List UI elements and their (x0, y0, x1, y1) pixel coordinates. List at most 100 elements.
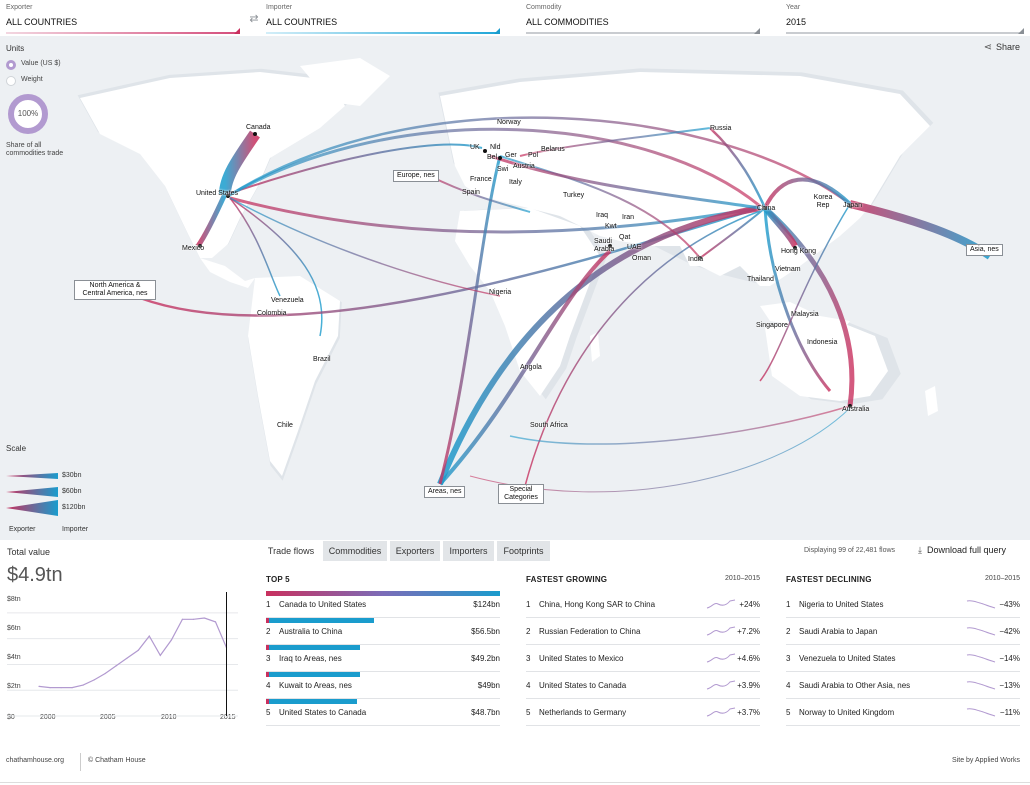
year-select[interactable]: Year 2015 (786, 4, 1024, 34)
exporter-select[interactable]: Exporter ALL COUNTRIES (6, 4, 240, 34)
label-oman[interactable]: Oman (632, 255, 652, 262)
list-row[interactable]: 4 Saudi Arabia to Other Asia, nes −13% (786, 672, 1020, 699)
label-brazil[interactable]: Brazil (313, 356, 331, 363)
units-weight-radio[interactable]: Weight (6, 75, 96, 87)
label-austria[interactable]: Austria (513, 163, 535, 170)
label-chile[interactable]: Chile (277, 422, 293, 429)
label-india[interactable]: India (688, 256, 704, 263)
label-korea-rep[interactable]: Korea Rep (813, 194, 833, 209)
label-mexico[interactable]: Mexico (182, 245, 205, 252)
label-russia[interactable]: Russia (710, 125, 732, 132)
list-row[interactable]: 4 Kuwait to Areas, nes $49bn (266, 672, 500, 699)
sparkline-icon (966, 681, 996, 690)
total-value-chart[interactable] (0, 540, 245, 745)
list-row[interactable]: 5 Netherlands to Germany +3.7% (526, 699, 760, 726)
importer-value[interactable]: ALL COUNTRIES (266, 17, 338, 27)
label-belarus[interactable]: Belarus (541, 146, 565, 153)
list-row[interactable]: 5 United States to Canada $48.7bn (266, 699, 500, 726)
list-row[interactable]: 2 Russian Federation to China +7.2% (526, 618, 760, 645)
label-saudi-arabia[interactable]: Saudi Arabia (594, 238, 615, 253)
label-spain[interactable]: Spain (462, 189, 480, 196)
list-row[interactable]: 2 Saudi Arabia to Japan −42% (786, 618, 1020, 645)
label-bel[interactable]: Bel (487, 154, 498, 161)
year-value[interactable]: 2015 (786, 17, 807, 27)
label-areas-nes[interactable]: Areas, nes (424, 486, 466, 498)
trade-flows[interactable] (139, 116, 993, 493)
label-qat[interactable]: Qat (619, 234, 631, 241)
commodity-dropdown-icon[interactable] (754, 28, 760, 34)
label-north-america-nes[interactable]: North America & Central America, nes (74, 280, 156, 300)
label-france[interactable]: France (470, 176, 492, 183)
exporter-value[interactable]: ALL COUNTRIES (6, 17, 78, 27)
label-indonesia[interactable]: Indonesia (807, 339, 838, 346)
label-canada[interactable]: Canada (246, 124, 271, 131)
label-pol[interactable]: Pol (528, 152, 539, 159)
list-row[interactable]: 5 Norway to United Kingdom −11% (786, 699, 1020, 726)
label-kwt[interactable]: Kwt (605, 223, 617, 230)
row-separator (526, 671, 760, 672)
tab-trade-flows[interactable]: Trade flows (262, 541, 320, 561)
label-angola[interactable]: Angola (520, 364, 542, 371)
radio-unselected-icon[interactable] (6, 76, 16, 86)
importer-dropdown-icon[interactable] (494, 28, 500, 34)
label-china[interactable]: China (757, 205, 776, 212)
radio-selected-icon[interactable] (6, 60, 16, 70)
y-tick-8tn: $8tn (7, 596, 21, 603)
row-value: $48.7bn (471, 708, 500, 717)
swap-icon[interactable]: ⇄ (249, 13, 259, 25)
tab-exporters[interactable]: Exporters (390, 541, 440, 561)
label-asia-nes[interactable]: Asia, nes (966, 244, 1003, 256)
label-swi[interactable]: Swi (497, 166, 509, 173)
label-norway[interactable]: Norway (497, 119, 521, 126)
label-vietnam[interactable]: Vietnam (775, 266, 801, 273)
top5-panel: TOP 5 1 Canada to United States $124bn 2 Aus… (266, 561, 500, 751)
year-dropdown-icon[interactable] (1018, 28, 1024, 34)
australia (765, 318, 888, 401)
list-row[interactable]: 3 United States to Mexico +4.6% (526, 645, 760, 672)
total-value-point (60, 687, 62, 689)
commodity-value[interactable]: ALL COMMODITIES (526, 17, 609, 27)
list-row[interactable]: 1 Nigeria to United States −43% (786, 591, 1020, 618)
label-australia[interactable]: Australia (842, 406, 870, 413)
list-row[interactable]: 1 Canada to United States $124bn (266, 591, 500, 618)
label-ger[interactable]: Ger (505, 152, 517, 159)
trade-map[interactable]: Units Value (US $) Weight 100% Share of … (0, 36, 1030, 540)
label-nigeria[interactable]: Nigeria (489, 289, 512, 296)
label-united-states[interactable]: United States (196, 190, 239, 197)
label-colombia[interactable]: Colombia (257, 310, 287, 317)
list-row[interactable]: 3 Iraq to Areas, nes $49.2bn (266, 645, 500, 672)
list-row[interactable]: 3 Venezuela to United States −14% (786, 645, 1020, 672)
exporter-dropdown-icon[interactable] (234, 28, 240, 34)
label-thailand[interactable]: Thailand (747, 276, 774, 283)
list-row[interactable]: 2 Australia to China $56.5bn (266, 618, 500, 645)
units-value-radio[interactable]: Value (US $) (6, 59, 96, 71)
label-japan[interactable]: Japan (843, 202, 863, 209)
importer-select[interactable]: Importer ALL COUNTRIES (266, 4, 500, 34)
label-uae[interactable]: UAE (627, 244, 642, 251)
tab-footprints[interactable]: Footprints (497, 541, 550, 561)
label-venezuela[interactable]: Venezuela (271, 297, 304, 304)
list-row[interactable]: 4 United States to Canada +3.9% (526, 672, 760, 699)
label-singapore[interactable]: Singapore (756, 322, 788, 329)
download-button[interactable]: ⤓ Download full query (918, 545, 1006, 556)
label-europe-nes[interactable]: Europe, nes (393, 170, 439, 182)
label-iraq[interactable]: Iraq (596, 212, 609, 219)
list-row[interactable]: 1 China, Hong Kong SAR to China +24% (526, 591, 760, 618)
label-south-africa[interactable]: South Africa (530, 422, 568, 429)
label-hong-kong[interactable]: Hong Kong (781, 248, 817, 255)
row-value: $49bn (477, 681, 500, 690)
label-uk[interactable]: UK (470, 144, 480, 151)
commodity-select[interactable]: Commodity ALL COMMODITIES (526, 4, 760, 34)
label-iran[interactable]: Iran (622, 214, 635, 221)
label-italy[interactable]: Italy (509, 179, 522, 186)
footer-site-link[interactable]: chathamhouse.org (6, 757, 64, 764)
tab-importers[interactable]: Importers (443, 541, 494, 561)
footer-credit[interactable]: Site by Applied Works (952, 757, 1020, 764)
share-button[interactable]: ⋖ Share (984, 42, 1020, 53)
total-value-point (159, 654, 161, 657)
label-special-categories[interactable]: Special Categories (498, 484, 544, 504)
label-turkey[interactable]: Turkey (563, 192, 585, 199)
label-malaysia[interactable]: Malaysia (791, 311, 819, 318)
label-nld[interactable]: Nld (490, 144, 501, 151)
tab-commodities[interactable]: Commodities (323, 541, 387, 561)
